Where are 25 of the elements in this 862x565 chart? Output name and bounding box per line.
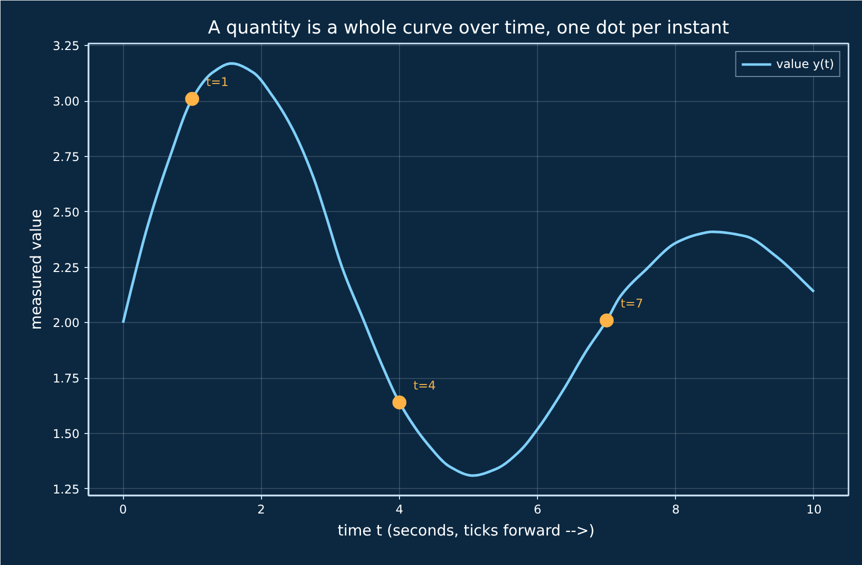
chart-title: A quantity is a whole curve over time, one dot per instant [208, 18, 730, 38]
x-tick-label: 4 [396, 502, 404, 516]
y-tick-label: 2.00 [52, 316, 80, 330]
annotation: t=1 [206, 74, 229, 89]
y-tick-label: 2.75 [52, 150, 80, 164]
annotation: t=4 [413, 378, 436, 392]
x-tick-label: 2 [257, 502, 266, 516]
annotation: t=7 [620, 296, 644, 310]
point [392, 395, 406, 410]
x-tick-label: 10 [806, 502, 822, 516]
y-tick-label: 2.25 [52, 260, 80, 275]
y-tick-label: 1.50 [52, 426, 80, 441]
y-tick-label: 1.25 [52, 482, 80, 496]
legend-label: value y(t) [776, 57, 834, 71]
point [600, 313, 614, 328]
y-axis-title: measured value [26, 209, 45, 330]
x-axis-title: time t (seconds, ticks forward -->) [338, 522, 595, 540]
x-tick-label: 0 [119, 502, 127, 516]
y-tick-label: 1.75 [52, 372, 80, 386]
y-tick-label: 3.00 [52, 94, 80, 109]
y-tick-label: 2.50 [52, 205, 80, 220]
y-tick-label: 3.25 [52, 39, 80, 54]
x-tick-label: 8 [672, 502, 680, 516]
x-tick-label: 6 [534, 502, 542, 516]
point [185, 92, 200, 106]
